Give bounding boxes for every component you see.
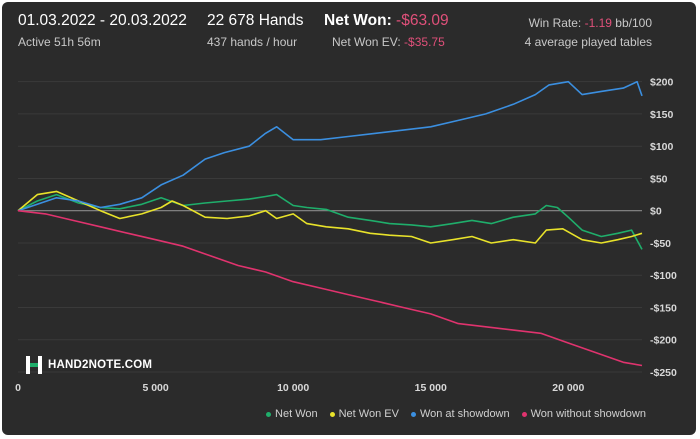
y-tick-label: $200: [650, 77, 674, 89]
series-line-3: [17, 209, 643, 367]
win-rate-row: Win Rate: -1.19 bb/100: [529, 16, 652, 30]
y-tick-label: $100: [650, 141, 674, 153]
y-tick-label: $150: [650, 109, 674, 121]
legend-dot-icon: [521, 411, 527, 417]
legend-item[interactable]: Net Won: [266, 408, 318, 420]
net-won-ev-value: -$35.75: [404, 35, 445, 49]
chart-legend: Net Won Net Won EV Won at showdown Won with…: [266, 408, 646, 420]
net-won-ev-label: Net Won EV:: [332, 35, 401, 49]
win-rate-unit: bb/100: [615, 16, 652, 30]
hand2note-logo-icon: [26, 356, 42, 374]
average-tables: 4 average played tables: [524, 35, 652, 49]
profit-chart: $200 $150 $100 $50 $0 -$50 -$100 -$150 -$200 -$25…: [15, 77, 677, 394]
x-tick-label: 20 000: [552, 382, 584, 394]
win-rate-label: Win Rate:: [528, 16, 582, 30]
x-tick-label: 15 000: [415, 382, 447, 394]
active-time: Active 51h 56m: [18, 35, 101, 49]
hand2note-logo: HAND2NOTE.COM: [26, 356, 152, 374]
hands-per-hour: 437 hands / hour: [207, 35, 298, 49]
legend-label: Won at showdown: [419, 408, 510, 420]
y-tick-label: -$250: [650, 367, 677, 379]
legend-dot-icon: [410, 411, 416, 417]
y-tick-label: -$150: [650, 302, 677, 314]
series-line-0: [17, 193, 643, 250]
x-axis-ticks: 0 5 000 10 000 15 000 20 000: [15, 382, 584, 394]
y-tick-label: -$50: [650, 238, 671, 250]
x-tick-label: 5 000: [142, 382, 168, 394]
y-tick-label: -$100: [650, 270, 677, 282]
y-axis-ticks: $200 $150 $100 $50 $0 -$50 -$100 -$150 -$200 -$25…: [650, 77, 677, 379]
stats-panel: 01.03.2022 - 20.03.2022 Active 51h 56m 2…: [2, 2, 696, 435]
y-tick-label: $50: [650, 173, 668, 185]
chart-series: [17, 80, 643, 367]
net-won-label: Net Won:: [324, 12, 392, 29]
legend-item[interactable]: Net Won EV: [329, 408, 399, 420]
net-won-row: Net Won: -$63.09: [324, 12, 449, 30]
legend-label: Net Won: [275, 408, 318, 420]
legend-dot-icon: [266, 411, 272, 417]
series-line-1: [17, 190, 643, 244]
date-range: 01.03.2022 - 20.03.2022: [18, 12, 187, 29]
net-won-value: -$63.09: [396, 12, 449, 29]
series-line-2: [17, 80, 643, 212]
hand2note-logo-text: HAND2NOTE.COM: [48, 359, 153, 371]
x-tick-label: 0: [15, 382, 21, 394]
legend-item[interactable]: Won at showdown: [410, 408, 510, 420]
hands-count: 22 678 Hands: [207, 12, 304, 29]
net-won-ev-row: Net Won EV: -$35.75: [332, 35, 445, 49]
legend-item[interactable]: Won without showdown: [521, 408, 646, 420]
legend-label: Net Won EV: [338, 408, 399, 420]
legend-dot-icon: [329, 411, 335, 417]
legend-label: Won without showdown: [530, 408, 646, 420]
y-tick-label: $0: [650, 206, 662, 218]
win-rate-value: -1.19: [584, 16, 612, 30]
y-tick-label: -$200: [650, 335, 677, 347]
x-tick-label: 10 000: [277, 382, 309, 394]
